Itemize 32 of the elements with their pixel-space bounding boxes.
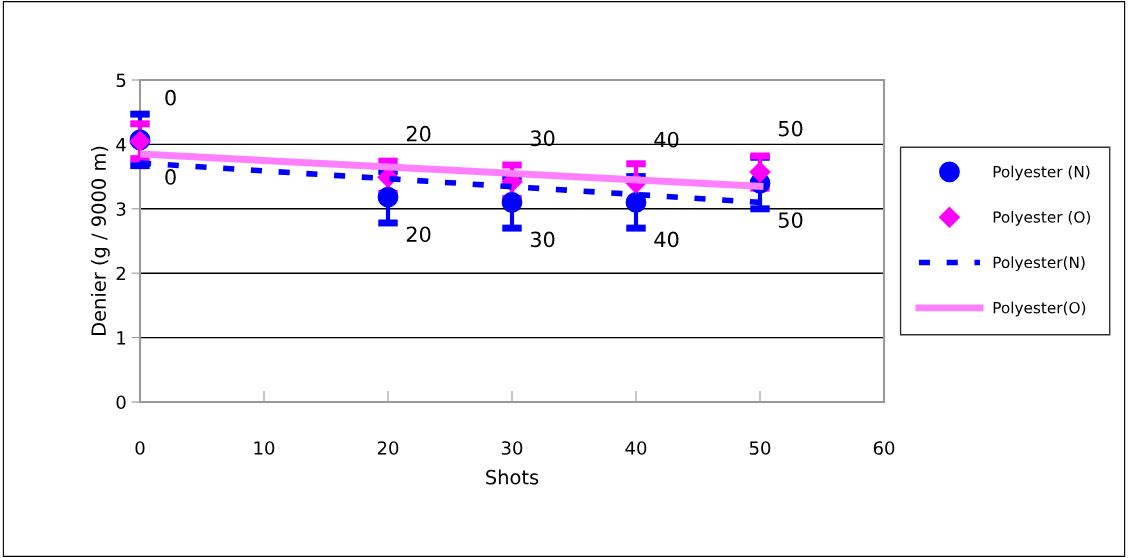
x-tick-label: 10 — [254, 441, 275, 455]
annotation: 50 — [778, 120, 803, 137]
x-tick-label: 0 — [135, 441, 145, 455]
legend-label: Polyester(N) — [993, 256, 1085, 272]
legend-label: Polyester(O) — [993, 301, 1086, 317]
point — [625, 191, 647, 213]
point — [749, 161, 771, 183]
x-tick-label: 60 — [873, 441, 895, 455]
y-tick-label: 3 — [116, 202, 126, 216]
annotation: 50 — [778, 212, 803, 228]
legend-label: Polyester (N) — [993, 165, 1090, 181]
x-tick-label: 40 — [625, 441, 647, 455]
point — [501, 191, 523, 213]
x-tick-label: 20 — [377, 441, 399, 455]
x-axis-title: Shots — [486, 469, 539, 485]
x-tick-label: 50 — [749, 441, 771, 455]
annotation: 20 — [406, 226, 431, 243]
y-axis-title: Denier (g / 9000 m) — [90, 146, 110, 336]
annotation: 40 — [654, 231, 679, 248]
y-tick-label: 2 — [116, 266, 125, 281]
y-tick-label: 4 — [116, 138, 126, 152]
annotation: 0 — [165, 169, 176, 185]
x-tick-label: 30 — [501, 441, 523, 455]
annotation: 0 — [165, 89, 176, 106]
annotation: 30 — [530, 231, 555, 248]
y-tick-label: 5 — [116, 73, 126, 88]
legend-label: Polyester (O) — [993, 210, 1091, 226]
annotation: 20 — [406, 125, 431, 142]
y-tick-label: 1 — [117, 331, 126, 345]
y-tick-label: 0 — [116, 395, 126, 410]
point — [377, 186, 399, 208]
annotation: 40 — [654, 131, 679, 148]
